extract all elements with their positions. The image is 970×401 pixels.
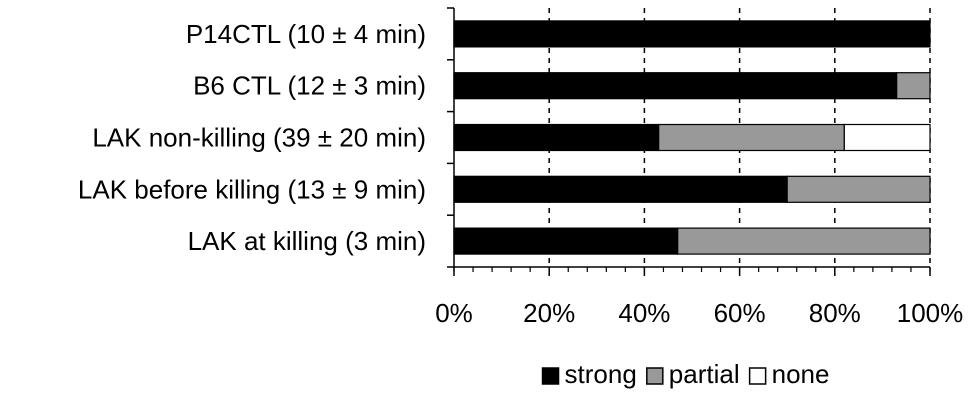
legend-swatch-strong bbox=[541, 367, 560, 385]
category-label-2: LAK non-killing (39 ± 20 min) bbox=[92, 123, 426, 153]
gridlines bbox=[548, 8, 931, 267]
legend-label-partial: partial bbox=[669, 359, 740, 389]
bars bbox=[453, 20, 931, 255]
legend-label-strong: strong bbox=[565, 359, 637, 389]
bar-partial-3 bbox=[786, 175, 931, 203]
bar-strong-4 bbox=[453, 227, 679, 255]
bar-strong-1 bbox=[453, 72, 898, 100]
x-tick-label-100: 100% bbox=[897, 298, 964, 328]
bar-partial-1 bbox=[896, 72, 931, 100]
category-label-3: LAK before killing (13 ± 9 min) bbox=[78, 174, 426, 204]
bar-strong-3 bbox=[453, 175, 788, 203]
bar-partial-4 bbox=[677, 227, 931, 255]
category-labels: P14CTL (10 ± 4 min) B6 CTL (12 ± 3 min) LA… bbox=[78, 19, 426, 256]
legend: strong partial none bbox=[541, 359, 830, 389]
bar-none-2 bbox=[843, 123, 931, 152]
x-tick-label-0: 0% bbox=[435, 298, 473, 328]
bar-partial-2 bbox=[658, 123, 845, 152]
legend-swatch-none bbox=[748, 367, 767, 385]
category-label-0: P14CTL (10 ± 4 min) bbox=[186, 19, 426, 49]
legend-swatch-partial bbox=[646, 367, 664, 385]
x-tick-label-20: 20% bbox=[523, 298, 575, 328]
x-tick-labels: 0% 20% 40% 60% 80% 100% bbox=[435, 298, 963, 328]
category-label-1: B6 CTL (12 ± 3 min) bbox=[193, 71, 426, 101]
x-tick-label-80: 80% bbox=[809, 298, 861, 328]
axes bbox=[447, 7, 931, 276]
category-label-4: LAK at killing (3 min) bbox=[188, 226, 426, 256]
x-tick-label-60: 60% bbox=[714, 298, 766, 328]
bar-strong-0 bbox=[453, 20, 931, 48]
bar-strong-2 bbox=[453, 123, 660, 152]
x-tick-label-40: 40% bbox=[618, 298, 670, 328]
legend-label-none: none bbox=[772, 359, 830, 389]
